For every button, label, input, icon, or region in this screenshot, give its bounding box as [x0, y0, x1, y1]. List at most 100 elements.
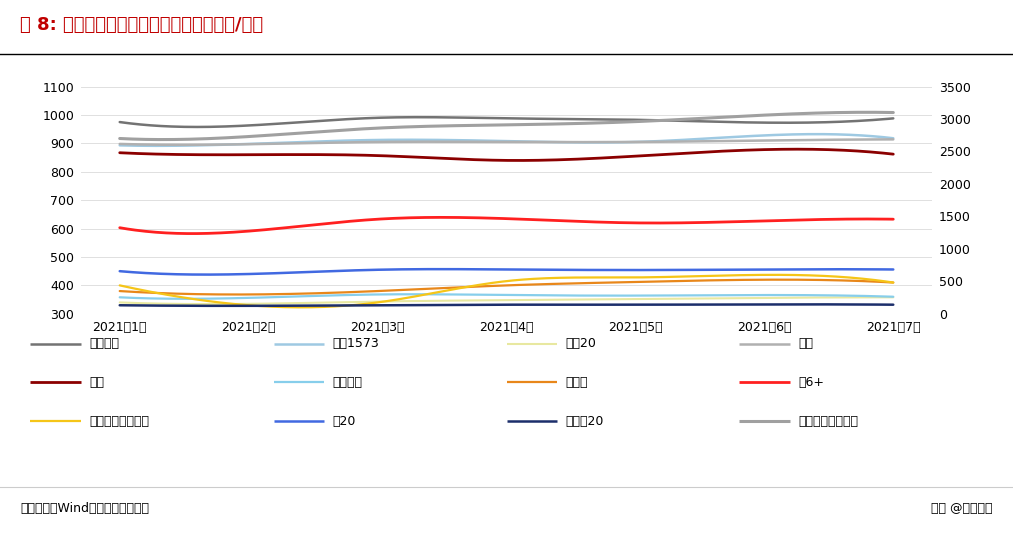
- 井台: [574, 139, 587, 146]
- 四开（经历换代）: [295, 304, 307, 311]
- 飞天茅台（右轴）: [861, 109, 873, 116]
- Line: 四开（经历换代）: 四开（经历换代）: [120, 275, 893, 307]
- 梦6+: [887, 216, 900, 222]
- 飞天茅台（右轴）: [116, 135, 129, 142]
- Line: 青花20: 青花20: [120, 298, 893, 304]
- Line: 井台: 井台: [120, 140, 893, 145]
- 水晶剑: [574, 280, 587, 287]
- 梦6+: [576, 219, 589, 225]
- 内参: [791, 146, 803, 153]
- 四开（经历换代）: [116, 283, 129, 289]
- 飞天茅台（右轴）: [158, 136, 170, 143]
- 井台: [887, 136, 900, 143]
- 梦6+: [579, 219, 592, 225]
- 口子窖20: [796, 301, 808, 308]
- Text: 四开（经历换代）: 四开（经历换代）: [89, 415, 149, 428]
- 四开（经历换代）: [576, 274, 589, 281]
- 国窖1573: [809, 131, 822, 137]
- 八代普五: [579, 116, 592, 122]
- 品味舍得: [820, 292, 832, 299]
- 八代普五: [576, 116, 589, 122]
- Line: 水晶剑: 水晶剑: [120, 280, 893, 294]
- 梦6+: [435, 214, 447, 221]
- 飞天茅台（右轴）: [817, 110, 830, 116]
- 八代普五: [593, 116, 605, 122]
- 四开（经历换代）: [590, 274, 602, 281]
- 青花20: [768, 294, 780, 301]
- 飞天茅台（右轴）: [574, 120, 587, 127]
- 井台: [590, 139, 602, 146]
- Text: 井台: 井台: [798, 337, 813, 350]
- 八代普五: [116, 119, 129, 126]
- Line: 国窖1573: 国窖1573: [120, 134, 893, 146]
- 国窖1573: [113, 142, 126, 149]
- 口子窖20: [887, 301, 900, 308]
- Text: 国窖1573: 国窖1573: [332, 337, 379, 350]
- 口子窖20: [820, 301, 832, 308]
- 品味舍得: [178, 295, 190, 302]
- Line: 八代普五: 八代普五: [120, 117, 893, 127]
- Text: 八代普五: 八代普五: [89, 337, 120, 350]
- 内参: [116, 150, 129, 156]
- 品味舍得: [579, 292, 592, 299]
- 青花20: [574, 296, 587, 303]
- 井台: [113, 141, 126, 147]
- 口子窖20: [590, 301, 602, 308]
- 古20: [593, 267, 605, 273]
- 古20: [771, 266, 783, 273]
- 青花20: [887, 294, 900, 301]
- Text: 水晶剑: 水晶剑: [565, 376, 588, 389]
- 四开（经历换代）: [820, 273, 832, 279]
- 古20: [199, 272, 211, 278]
- 古20: [113, 268, 126, 274]
- 青花20: [113, 299, 126, 306]
- 国窖1573: [590, 139, 602, 146]
- 水晶剑: [768, 276, 780, 283]
- 古20: [887, 266, 900, 273]
- Line: 品味舍得: 品味舍得: [120, 294, 893, 299]
- 内参: [887, 151, 900, 157]
- Line: 内参: 内参: [120, 149, 893, 161]
- 品味舍得: [576, 292, 589, 299]
- 国窖1573: [887, 135, 900, 142]
- 八代普五: [413, 114, 425, 121]
- 内参: [820, 146, 832, 153]
- 古20: [820, 266, 832, 273]
- 飞天茅台（右轴）: [576, 120, 589, 127]
- 青花20: [205, 301, 217, 307]
- 井台: [178, 142, 190, 148]
- 青花20: [590, 296, 602, 302]
- 飞天茅台（右轴）: [590, 120, 602, 126]
- 八代普五: [771, 120, 783, 126]
- 内参: [590, 155, 602, 162]
- Line: 古20: 古20: [120, 269, 893, 275]
- 内参: [768, 146, 780, 153]
- 梦6+: [113, 225, 126, 231]
- 梦6+: [186, 230, 199, 237]
- 品味舍得: [771, 292, 783, 298]
- 水晶剑: [773, 276, 785, 283]
- 内参: [574, 156, 587, 162]
- 飞天茅台（右轴）: [113, 135, 126, 142]
- 内参: [512, 157, 524, 164]
- 水晶剑: [887, 279, 900, 286]
- 青花20: [817, 294, 830, 301]
- Text: 口子窖20: 口子窖20: [565, 415, 604, 428]
- 飞天茅台（右轴）: [768, 111, 780, 118]
- 内参: [113, 149, 126, 156]
- Text: 飞天茅台（右轴）: 飞天茅台（右轴）: [798, 415, 858, 428]
- 口子窖20: [574, 301, 587, 308]
- 青花20: [576, 296, 589, 303]
- Text: 内参: 内参: [89, 376, 104, 389]
- 青花20: [116, 299, 129, 306]
- 古20: [435, 266, 447, 272]
- 国窖1573: [576, 139, 589, 146]
- 品味舍得: [406, 291, 418, 298]
- 井台: [576, 139, 589, 146]
- 古20: [579, 267, 592, 273]
- 古20: [576, 267, 589, 273]
- 梦6+: [116, 225, 129, 232]
- Text: 图 8: 主要单品批价均稳定向上（单位：元/瓶）: 图 8: 主要单品批价均稳定向上（单位：元/瓶）: [20, 16, 263, 34]
- Line: 飞天茅台（右轴）: 飞天茅台（右轴）: [120, 113, 893, 140]
- Text: 品味舍得: 品味舍得: [332, 376, 363, 389]
